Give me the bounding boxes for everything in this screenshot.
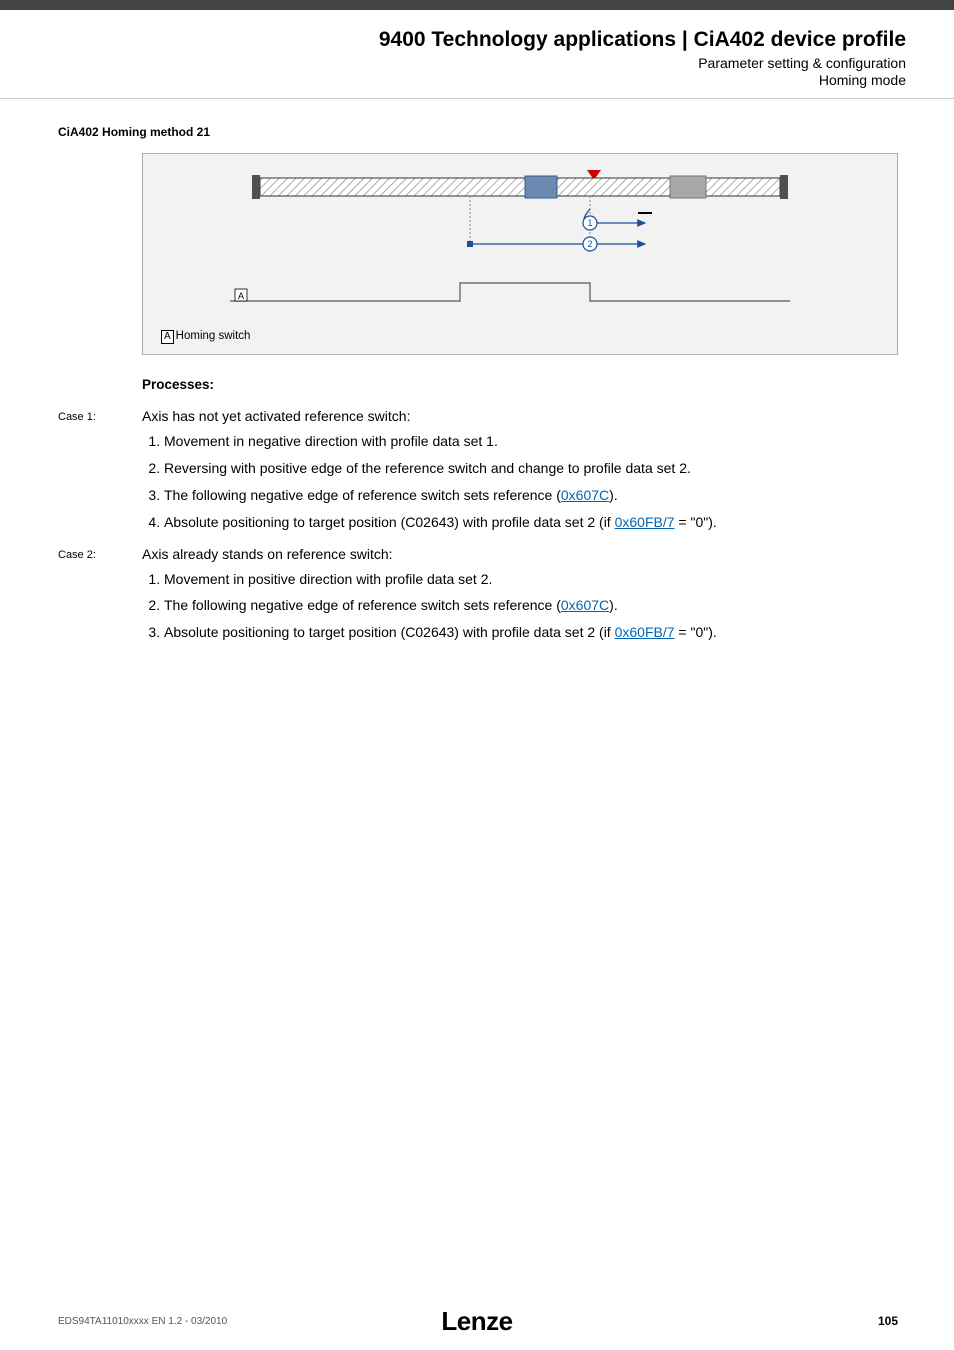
content-area: CiA402 Homing method 21 12A AHoming swit… bbox=[0, 99, 954, 650]
footer-logo: Lenze bbox=[441, 1306, 512, 1337]
header-section: 9400 Technology applications | CiA402 de… bbox=[0, 10, 954, 99]
case-1: Case 1: Axis has not yet activated refer… bbox=[58, 408, 898, 540]
page-title: 9400 Technology applications | CiA402 de… bbox=[0, 28, 906, 52]
case-1-label: Case 1: bbox=[58, 408, 142, 540]
list-item: The following negative edge of reference… bbox=[164, 596, 898, 616]
footer-docid: EDS94TA11010xxxx EN 1.2 - 03/2010 bbox=[58, 1316, 227, 1327]
case-2: Case 2: Axis already stands on reference… bbox=[58, 546, 898, 651]
object-link[interactable]: 0x60FB/7 bbox=[615, 514, 675, 530]
homing-diagram: 12A AHoming switch bbox=[142, 153, 898, 355]
case-1-axis: Axis has not yet activated reference swi… bbox=[142, 408, 898, 424]
object-link[interactable]: 0x607C bbox=[561, 487, 609, 503]
diagram-caption: AHoming switch bbox=[161, 330, 879, 344]
diagram-svg: 1 2 A bbox=[161, 168, 879, 323]
svg-text:2: 2 bbox=[587, 239, 592, 249]
header-subtitle-1: Parameter setting & configuration bbox=[0, 55, 906, 71]
list-item: Movement in negative direction with prof… bbox=[164, 432, 898, 452]
section-heading: CiA402 Homing method 21 bbox=[58, 125, 898, 139]
case-2-body: Axis already stands on reference switch:… bbox=[142, 546, 898, 651]
homing-switch-label: Homing switch bbox=[176, 330, 251, 342]
list-item: Absolute positioning to target position … bbox=[164, 623, 898, 643]
list-item: Reversing with positive edge of the refe… bbox=[164, 459, 898, 479]
svg-text:1: 1 bbox=[587, 218, 592, 228]
case-1-body: Axis has not yet activated reference swi… bbox=[142, 408, 898, 540]
case-2-list: Movement in positive direction with prof… bbox=[142, 570, 898, 644]
svg-text:A: A bbox=[238, 291, 244, 301]
object-link[interactable]: 0x60FB/7 bbox=[615, 624, 675, 640]
case-2-axis: Axis already stands on reference switch: bbox=[142, 546, 898, 562]
list-item: Absolute positioning to target position … bbox=[164, 513, 898, 533]
footer: EDS94TA11010xxxx EN 1.2 - 03/2010 Lenze … bbox=[0, 1314, 954, 1328]
list-item: Movement in positive direction with prof… bbox=[164, 570, 898, 590]
caption-letter-box: A bbox=[161, 330, 174, 344]
processes-heading: Processes: bbox=[142, 377, 898, 392]
header-bar bbox=[0, 0, 954, 10]
object-link[interactable]: 0x607C bbox=[561, 597, 609, 613]
case-1-list: Movement in negative direction with prof… bbox=[142, 432, 898, 533]
footer-page-number: 105 bbox=[878, 1314, 898, 1328]
case-2-label: Case 2: bbox=[58, 546, 142, 651]
lenze-logo-text: Lenze bbox=[441, 1306, 512, 1337]
list-item: The following negative edge of reference… bbox=[164, 486, 898, 506]
header-subtitle-2: Homing mode bbox=[0, 72, 906, 88]
